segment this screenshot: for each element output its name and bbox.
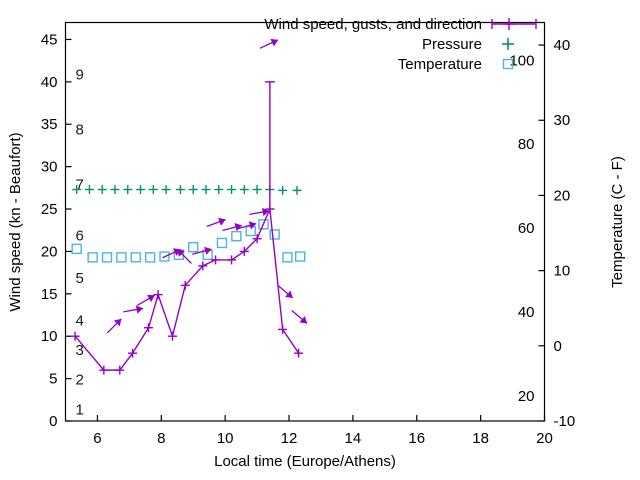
temperature-point <box>87 252 98 263</box>
wind-direction-arrow <box>192 246 212 255</box>
temperature-point <box>231 230 242 242</box>
temperature-point <box>116 252 127 263</box>
temperature-point <box>71 243 82 255</box>
y-tick-30: 30 <box>41 159 58 176</box>
y2-fahrenheit-tick-80: 80 <box>518 136 535 153</box>
wind-direction-arrow <box>236 221 257 230</box>
wind-speed-series <box>70 204 304 375</box>
y-tick-15: 15 <box>41 286 58 303</box>
y2-fahrenheit-tick-20: 20 <box>518 388 535 405</box>
y-tick-40: 40 <box>41 74 58 91</box>
y2-axis-fahrenheit-ticks: 20 40 60 80 100 <box>509 52 534 405</box>
beaufort-label-9: 9 <box>76 66 84 83</box>
y2-celsius-tick-40: 40 <box>554 37 571 54</box>
wind-direction-arrow <box>222 222 243 232</box>
wind-direction-arrows <box>106 38 308 334</box>
legend-label-pressure: Pressure <box>422 36 482 53</box>
y-tick-20: 20 <box>41 243 58 260</box>
temperature-point <box>101 252 113 263</box>
beaufort-label-6: 6 <box>76 227 84 244</box>
y2-fahrenheit-tick-40: 40 <box>518 304 535 321</box>
y2-celsius-tick-20: 20 <box>554 187 571 204</box>
beaufort-label-1: 1 <box>76 401 84 418</box>
x-tick-12: 12 <box>281 430 298 447</box>
y2-axis-title: Temperature (C - F) <box>609 156 626 288</box>
x-axis-title: Local time (Europe/Athens) <box>214 453 396 470</box>
wind-speed-line <box>74 206 300 371</box>
x-tick-18: 18 <box>472 430 489 447</box>
wind-direction-arrow <box>259 38 279 49</box>
y2-axis-celsius-ticks: -10 0 10 20 30 40 <box>538 37 576 430</box>
y-axis-title: Wind speed (kn - Beaufort) <box>7 132 24 311</box>
temperature-point <box>282 252 293 263</box>
beaufort-label-4: 4 <box>76 312 84 329</box>
temperature-point <box>216 237 228 249</box>
gust-bar-series <box>264 81 275 210</box>
y-tick-0: 0 <box>49 413 57 430</box>
x-tick-10: 10 <box>217 430 234 447</box>
temperature-point <box>144 252 156 263</box>
beaufort-label-5: 5 <box>76 270 84 287</box>
y2-fahrenheit-tick-100: 100 <box>509 52 534 69</box>
beaufort-label-2: 2 <box>76 372 84 389</box>
x-tick-20: 20 <box>536 430 553 447</box>
x-tick-8: 8 <box>157 430 165 447</box>
temperature-point <box>130 252 141 263</box>
wind-direction-arrow <box>106 318 122 334</box>
legend-marker-temperature <box>502 58 514 70</box>
temperature-point <box>159 251 170 262</box>
y-tick-5: 5 <box>49 371 57 388</box>
x-tick-14: 14 <box>345 430 362 447</box>
y-axis-ticks: 0 5 10 15 20 25 30 35 40 45 <box>41 31 72 430</box>
wind-direction-arrow <box>291 309 308 324</box>
legend-marker-wind <box>491 18 537 30</box>
wind-direction-arrow <box>123 305 144 314</box>
beaufort-label-3: 3 <box>76 342 84 359</box>
y2-celsius-tick-30: 30 <box>554 112 571 129</box>
beaufort-label-8: 8 <box>76 121 84 138</box>
y-tick-10: 10 <box>41 328 58 345</box>
legend-label-temperature: Temperature <box>398 56 482 73</box>
wind-direction-arrow <box>206 217 226 227</box>
y-tick-35: 35 <box>41 116 58 133</box>
y2-fahrenheit-tick-60: 60 <box>518 220 535 237</box>
y2-celsius-tick-0: 0 <box>554 338 562 355</box>
y-tick-45: 45 <box>41 31 58 48</box>
x-tick-6: 6 <box>93 430 101 447</box>
y2-celsius-tick--10: -10 <box>554 413 576 430</box>
temperature-point <box>295 251 306 262</box>
y-tick-25: 25 <box>41 201 58 218</box>
legend-marker-pressure <box>502 38 514 50</box>
legend-label-wind: Wind speed, gusts, and direction <box>264 16 482 33</box>
wind-direction-arrow <box>276 284 294 299</box>
x-tick-16: 16 <box>408 430 425 447</box>
wind-direction-arrow <box>176 248 192 264</box>
plot-frame <box>64 21 546 422</box>
beaufort-label-7: 7 <box>76 177 84 194</box>
beaufort-scale-labels: 1 2 3 4 5 6 7 8 9 <box>76 66 84 418</box>
wind-direction-arrow <box>249 207 270 217</box>
chart-legend: Wind speed, gusts, and direction Pressur… <box>264 16 537 73</box>
temperature-point <box>269 229 280 240</box>
x-axis-ticks: 6 8 10 12 14 16 18 20 <box>93 415 553 447</box>
temperature-point <box>188 241 199 253</box>
temperature-point <box>258 219 269 230</box>
y2-celsius-tick-10: 10 <box>554 263 571 280</box>
wind-direction-arrow <box>137 294 156 306</box>
